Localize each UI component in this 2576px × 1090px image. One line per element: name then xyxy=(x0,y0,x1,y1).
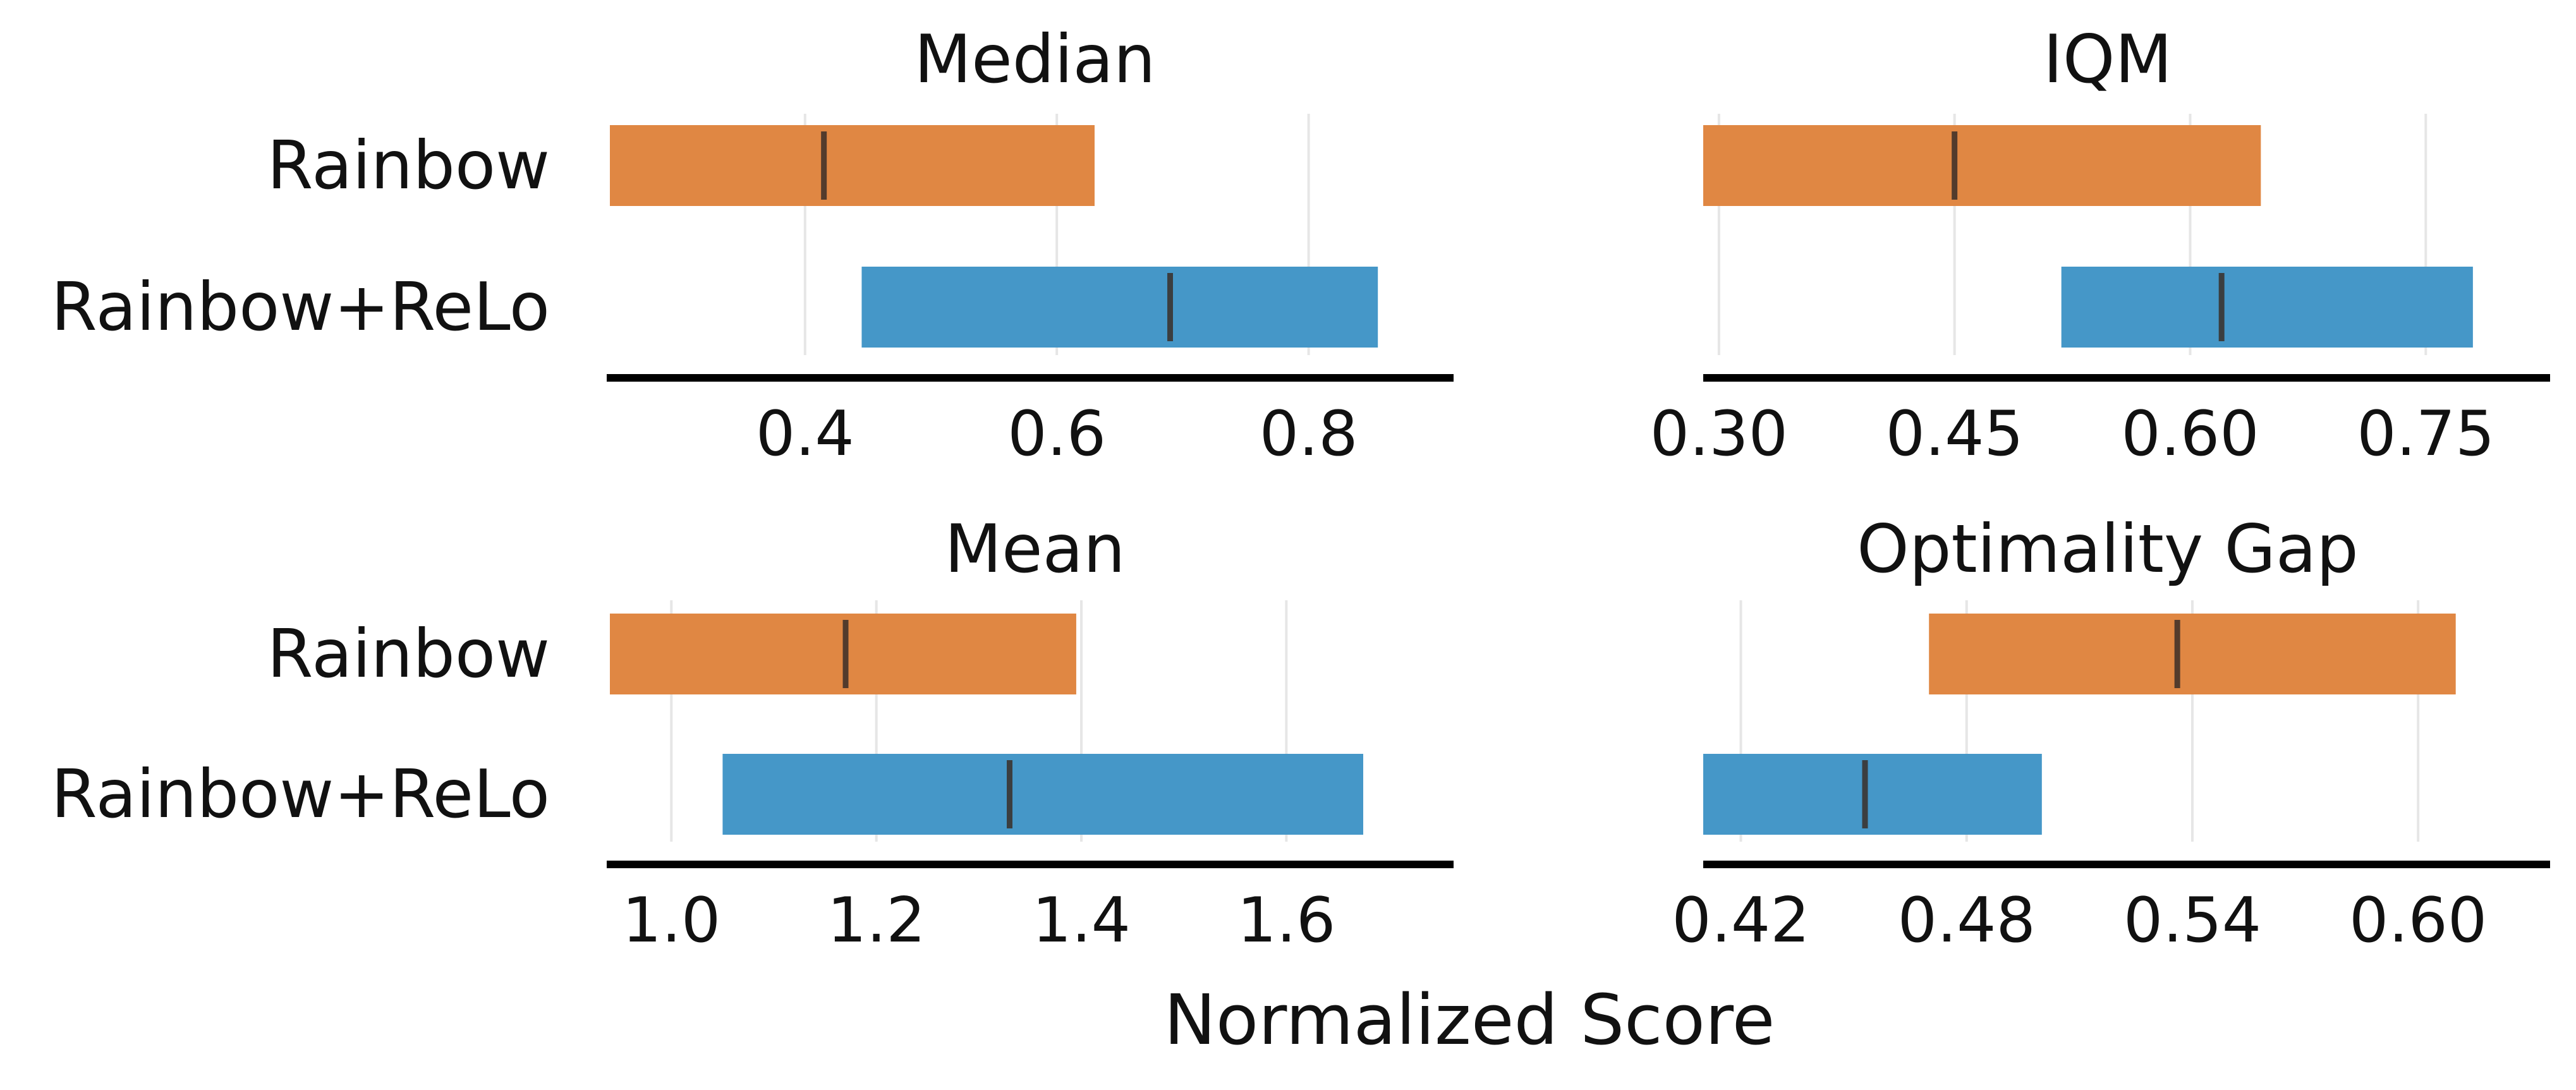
tick-label: 0.60 xyxy=(2349,885,2487,957)
tick-label: 0.8 xyxy=(1260,398,1358,470)
tick-label: 1.4 xyxy=(1032,885,1131,957)
tick-label: 1.6 xyxy=(1237,885,1335,957)
interval-bar-rainbow-relo xyxy=(722,754,1364,835)
interval-bar-rainbow-relo xyxy=(1703,754,2042,835)
panel-iqm: 0.30 0.45 0.60 0.75 IQM xyxy=(1650,21,2550,470)
interval-bar-rainbow xyxy=(1703,125,2261,206)
tick-label: 0.48 xyxy=(1898,885,2036,957)
row-label: Rainbow xyxy=(267,127,550,204)
panel-title: IQM xyxy=(2043,21,2172,98)
tick-label: 1.0 xyxy=(622,885,720,957)
panel-optimality-gap: 0.42 0.48 0.54 0.60 Optimality Gap xyxy=(1672,511,2550,957)
tick-label: 0.45 xyxy=(1886,398,2024,470)
panel-title: Optimality Gap xyxy=(1857,511,2359,588)
interval-bar-rainbow xyxy=(1929,614,2456,694)
panel-mean: 1.0 1.2 1.4 1.6 Mean Rainbow Rainbow+ReLo xyxy=(51,511,1454,957)
tick-label: 1.2 xyxy=(827,885,926,957)
panel-title: Median xyxy=(914,21,1156,98)
tick-label: 0.30 xyxy=(1650,398,1788,470)
tick-label: 0.4 xyxy=(756,398,854,470)
x-axis-title: Normalized Score xyxy=(1164,979,1775,1060)
interval-bar-rainbow xyxy=(610,125,1095,206)
tick-label: 0.42 xyxy=(1672,885,1809,957)
interval-bar-rainbow-relo xyxy=(2061,267,2473,348)
row-label: Rainbow+ReLo xyxy=(51,756,550,833)
tick-label: 0.60 xyxy=(2121,398,2259,470)
panel-median: 0.4 0.6 0.8 Median Rainbow Rainbow+ReLo xyxy=(51,21,1454,470)
tick-label: 0.6 xyxy=(1007,398,1106,470)
row-label: Rainbow xyxy=(267,615,550,693)
tick-label: 0.54 xyxy=(2123,885,2261,957)
row-label: Rainbow+ReLo xyxy=(51,269,550,346)
panel-title: Mean xyxy=(944,511,1125,588)
tick-label: 0.75 xyxy=(2357,398,2494,470)
interval-bar-rainbow-relo xyxy=(861,267,1378,348)
